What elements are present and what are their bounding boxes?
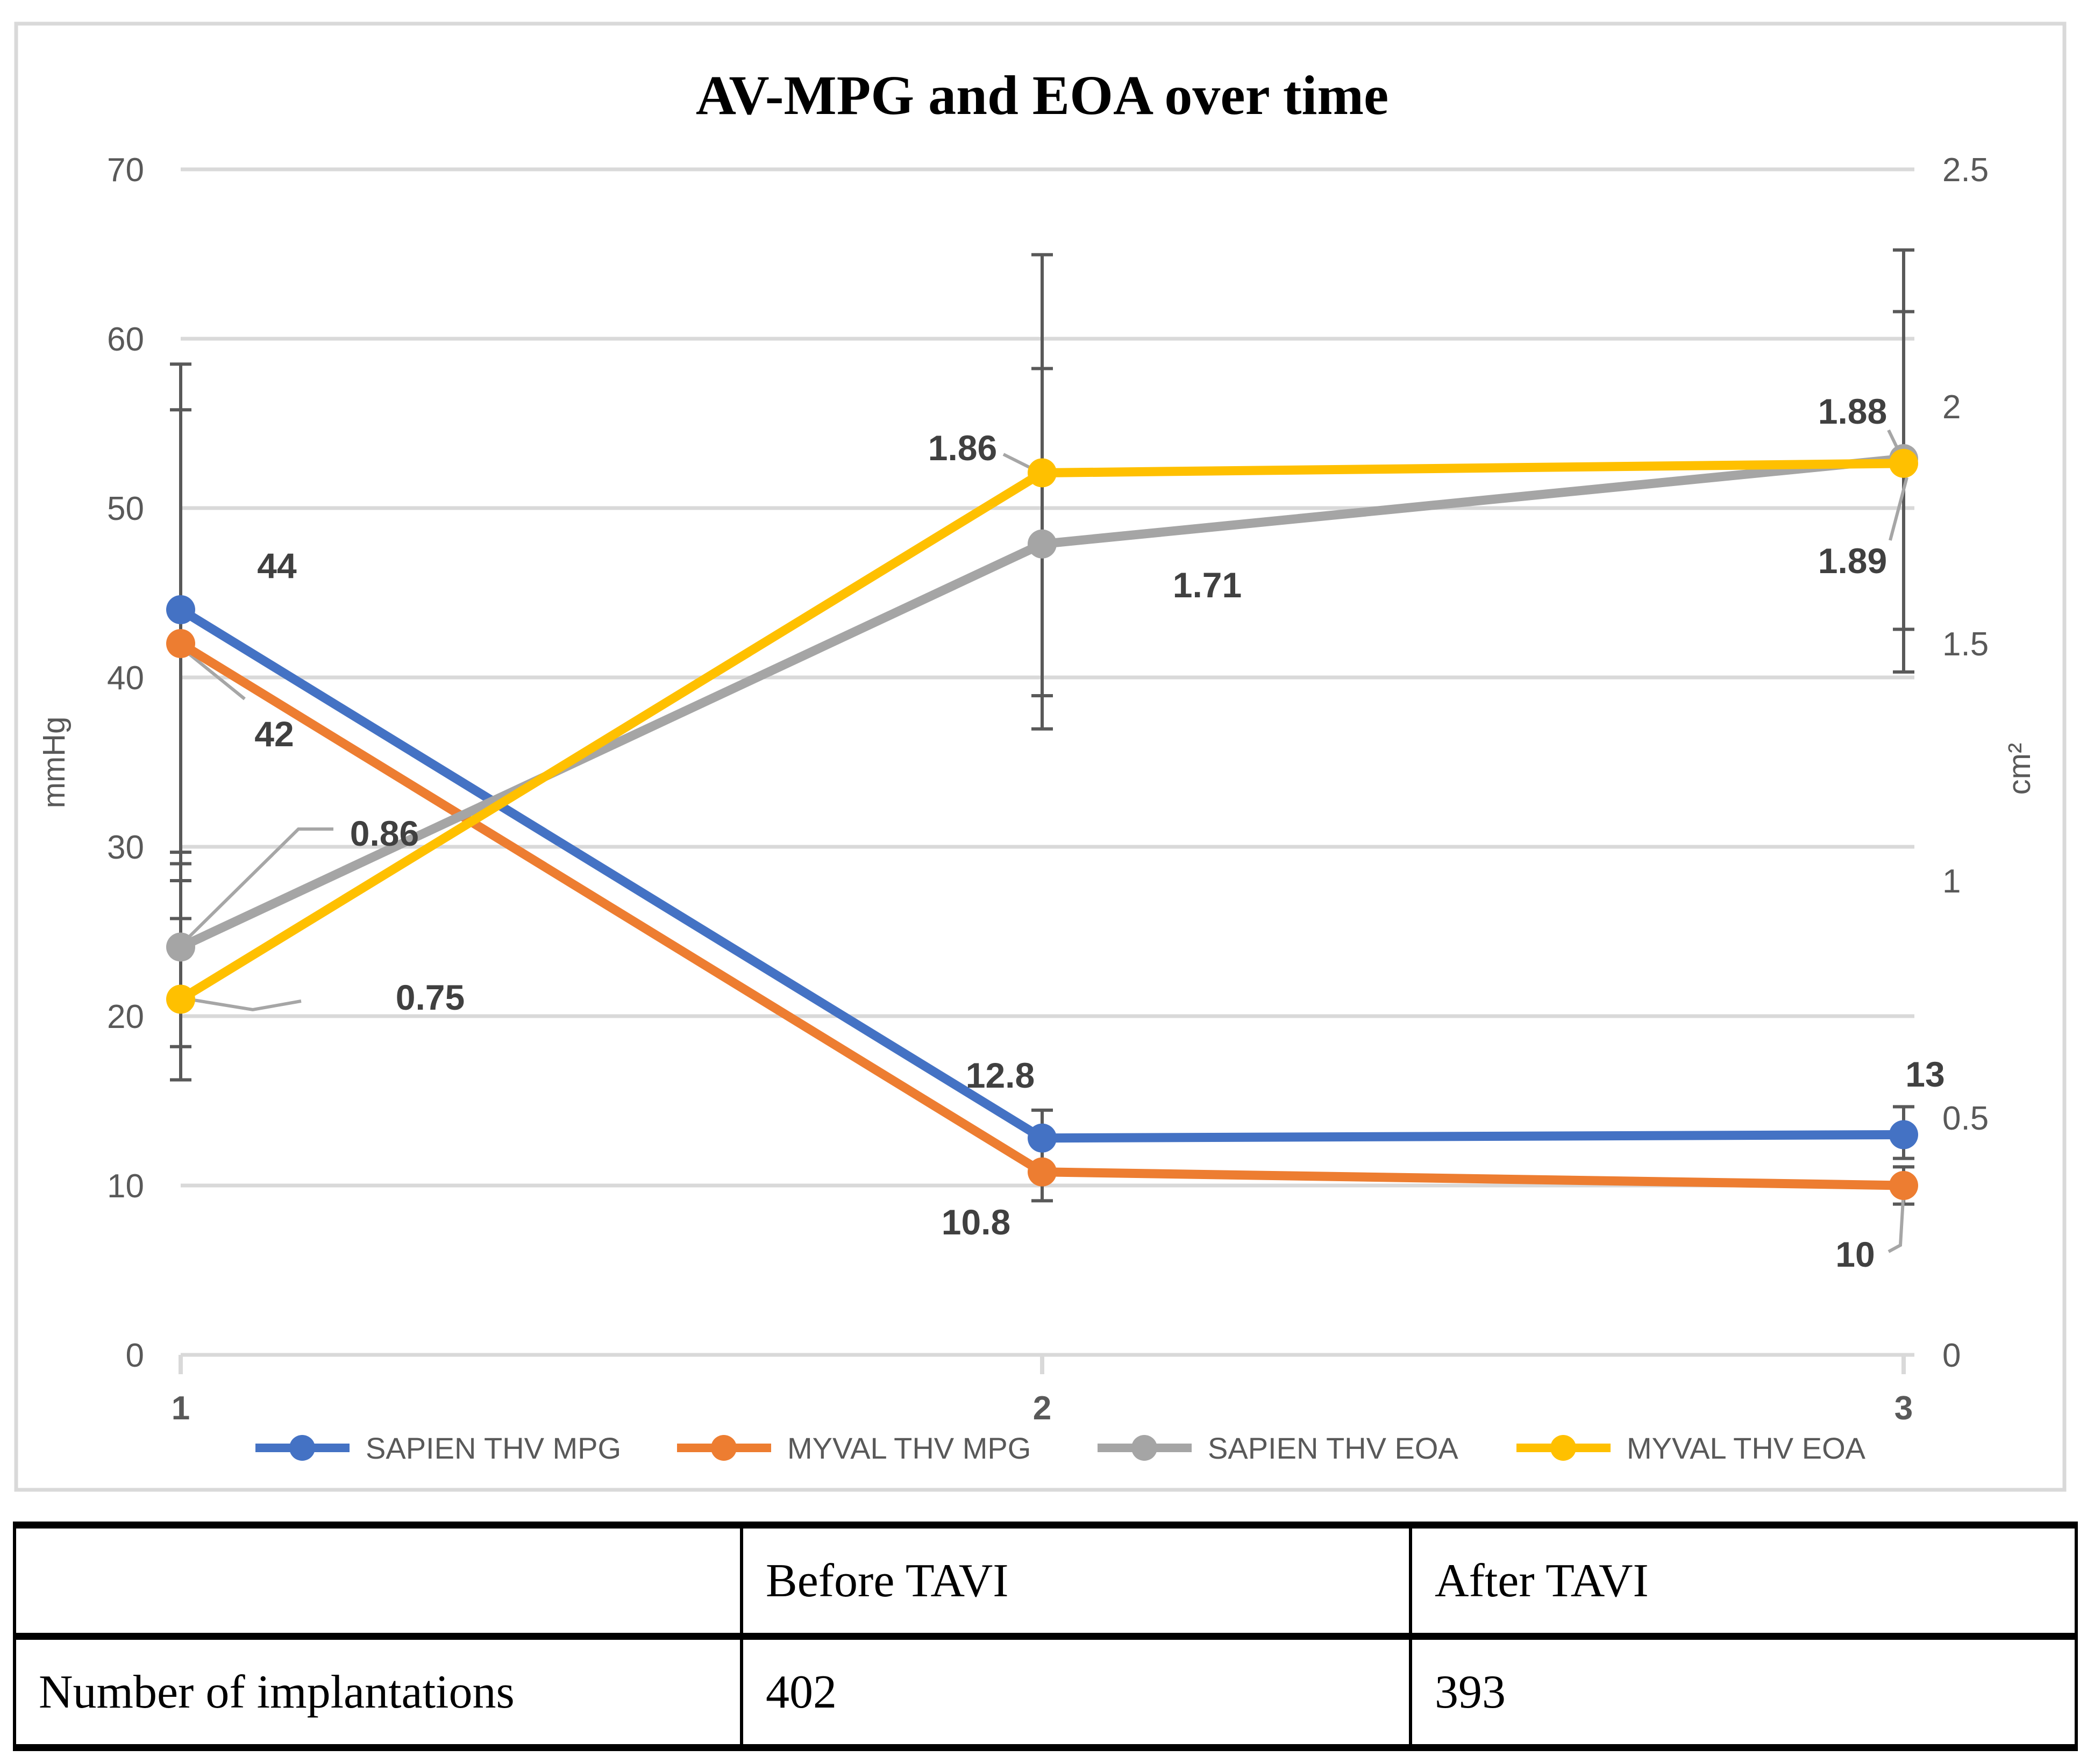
data-label: 0.86 [350,813,419,853]
x-axis-ticks [179,1355,1906,1374]
data-label: 42 [254,714,294,754]
x-axis: 1 2 3 [172,1390,1913,1427]
y-left-tick-label: 30 [107,829,144,866]
y-left-axis-title: mmHg [37,717,72,809]
data-point-marker-myval-thv-eoa [1028,458,1057,488]
data-point-marker-sapien-thv-mpg [166,595,195,624]
data-point-marker-myval-thv-mpg [166,629,195,658]
leader-line [187,652,246,701]
data-point-marker-myval-thv-eoa [1889,448,1918,478]
legend-circle-marker [1131,1435,1157,1461]
legend-circle-marker [1550,1435,1576,1461]
legend-item-sapien-thv-mpg: SAPIEN THV MPG [255,1431,621,1465]
data-label: 10.8 [942,1202,1010,1242]
y-right-axis-title: cm² [2002,743,2037,795]
y-left-tick-label: 20 [107,998,144,1035]
value-after-tavi: 393 [1409,1633,2078,1751]
legend: SAPIEN THV MPG MYVAL THV MPG SAPIEN THV EO… [255,1431,1866,1465]
gridlines [181,167,1914,1357]
table-header-row: Before TAVI After TAVI [13,1522,2078,1640]
data-label: 0.75 [396,977,465,1017]
legend-label: MYVAL THV EOA [1627,1431,1866,1465]
table-row: Number of implantations 402 393 [13,1633,2078,1751]
legend-label: SAPIEN THV MPG [366,1431,621,1465]
y-right-tick-label: 2.5 [1942,152,1989,189]
header-before-tavi: Before TAVI [740,1522,1412,1640]
y-left-tick-label: 40 [107,660,144,697]
y-right-tick-label: 1.5 [1942,626,1989,663]
data-label: 1.88 [1818,391,1887,431]
y-axis-right: 0 0.5 1 1.5 2 2.5 cm² [1942,152,2037,1374]
data-label: 1.89 [1818,541,1887,581]
data-point-marker-sapien-thv-mpg [1028,1123,1057,1153]
data-label: 10 [1835,1234,1875,1274]
y-right-tick-label: 0 [1942,1337,1961,1374]
leader-line [1889,477,1908,541]
leader-line [182,827,333,944]
leader-line [1887,1190,1905,1253]
chart-canvas: 0 10 20 30 40 50 60 70 mmHg 0 0.5 1 1.5 2 2.5 cm² 1 2 3 AV-… [14,22,2067,1492]
y-right-tick-label: 1 [1942,863,1961,900]
leader-line [187,997,302,1012]
data-point-marker-myval-thv-mpg [1889,1171,1918,1200]
legend-item-myval-thv-mpg: MYVAL THV MPG [677,1431,1031,1465]
legend-label: SAPIEN THV EOA [1208,1431,1458,1465]
y-axis-left: 0 10 20 30 40 50 60 70 mmHg [37,152,144,1374]
legend-circle-marker [289,1435,315,1461]
summary-table: Before TAVI After TAVI Number of implant… [13,1522,2078,1751]
data-labels: 44 12.8 13 42 10.8 10 0.86 1.71 1.89 0.75 1.86 1.88 [254,391,1944,1274]
data-label: 12.8 [966,1055,1035,1095]
x-tick-label: 1 [172,1390,190,1427]
y-left-tick-label: 60 [107,321,144,358]
y-right-tick-label: 2 [1942,389,1961,426]
data-label: 13 [1905,1054,1944,1094]
data-label: 1.86 [928,428,997,468]
data-point-marker-sapien-thv-mpg [1889,1120,1918,1149]
y-left-tick-label: 70 [107,152,144,189]
data-label: 44 [257,546,297,585]
legend-item-sapien-thv-eoa: SAPIEN THV EOA [1098,1431,1458,1465]
label-leader-lines [182,429,1908,1253]
data-point-marker-myval-thv-eoa [166,984,195,1014]
y-right-tick-label: 0.5 [1942,1100,1989,1137]
legend-circle-marker [711,1435,737,1461]
data-point-marker-sapien-thv-eoa [166,932,195,962]
figure-chart: 0 10 20 30 40 50 60 70 mmHg 0 0.5 1 1.5 2 2.5 cm² 1 2 3 AV-… [14,22,2067,1492]
value-before-tavi: 402 [740,1633,1412,1751]
x-tick-label: 2 [1033,1390,1051,1427]
header-empty-cell [13,1522,743,1640]
data-point-marker-myval-thv-mpg [1028,1157,1057,1187]
series-sapien-thv-mpg [166,595,1918,1153]
x-tick-label: 3 [1894,1390,1913,1427]
data-label: 1.71 [1173,565,1242,605]
y-left-tick-label: 0 [126,1337,144,1374]
legend-label: MYVAL THV MPG [787,1431,1031,1465]
y-left-tick-label: 50 [107,490,144,527]
chart-frame [14,22,2067,1492]
chart-title: AV-MPG and EOA over time [696,65,1388,126]
data-point-marker-sapien-thv-eoa [1028,529,1057,559]
y-left-tick-label: 10 [107,1168,144,1205]
row-label-number-of-implantations: Number of implantations [13,1633,743,1751]
series-myval-thv-eoa [166,448,1918,1014]
header-after-tavi: After TAVI [1409,1522,2078,1640]
legend-item-myval-thv-eoa: MYVAL THV EOA [1516,1431,1866,1465]
